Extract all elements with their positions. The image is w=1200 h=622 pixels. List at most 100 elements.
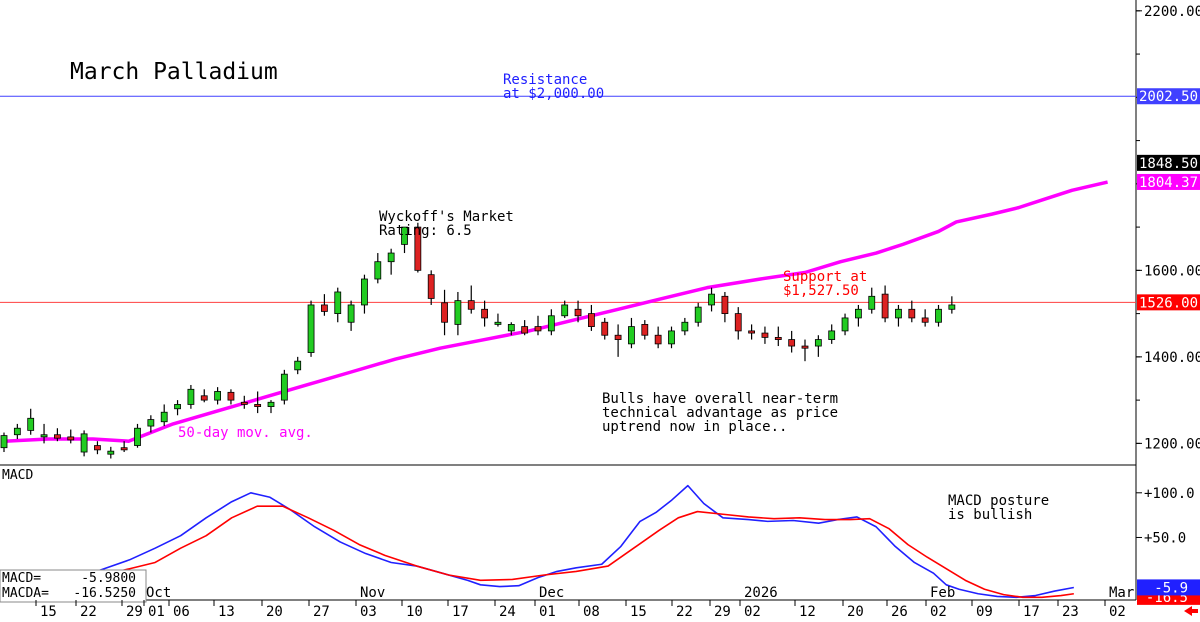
annotation-commentary: Bulls have overall near-term technical a… [602,391,838,435]
candle-body [147,419,155,427]
x-day-label: 01 [148,604,165,620]
candle [54,428,61,442]
annotation-rating-line-1: Wyckoff's Market [379,209,514,225]
macd-tick-label: +50.0 [1144,530,1186,546]
candle [200,389,208,403]
candle-body [561,304,569,317]
price-tick-label: 1600.00 [1144,263,1200,279]
macd-lines [1,484,1074,599]
x-month-label: Nov [360,585,385,601]
price-axis: 2200.00 1600.00 1400.00 1200.00 [1136,4,1200,452]
candle [801,339,809,362]
annotation-moving-average: 50-day mov. avg. [178,425,313,441]
candle [160,404,168,427]
macd-series-macda [1,505,1074,599]
x-day-label: 20 [266,604,283,620]
candle-body [748,330,755,334]
price-tag: 1848.50 [1137,154,1200,172]
x-day-label: 13 [218,604,235,620]
candle [841,313,849,336]
candle-body [441,302,448,323]
scroll-left-icon[interactable] [1184,606,1198,616]
macd-readout-label-2: MACDA= [2,586,49,601]
candle [721,291,729,323]
candle-body [895,308,902,319]
candle-body [494,321,502,325]
candle-body [454,300,462,325]
candle [40,423,48,444]
candle [280,369,288,405]
candle-body [174,404,181,410]
macd-axis: +100.0 +50.0 [1136,486,1195,546]
candle [387,248,395,275]
candle [561,300,569,318]
macd-readout-box [0,569,147,603]
candle-body [828,330,836,340]
candlesticks [0,222,956,459]
candle [214,387,222,405]
candle [307,300,315,357]
x-day-label: 17 [452,604,469,620]
candle [481,300,489,327]
candle [814,335,822,357]
x-day-label: 29 [714,604,731,620]
candle-body [841,317,849,332]
candle [588,304,595,331]
candle-body [708,293,715,306]
candle [521,320,529,336]
candle [654,326,662,349]
x-day-label: 06 [173,604,190,620]
candle-body [13,427,21,436]
candle [187,384,195,409]
macd-tick-label: +100.0 [1144,486,1195,502]
candle-body [654,334,662,345]
candle-body [94,445,101,451]
candle [614,324,622,357]
candle [507,322,515,336]
candle-body [387,252,395,263]
annotation-resistance-line-2: at $2,000.00 [503,86,604,102]
x-month-label: Dec [539,585,564,601]
x-day-label: 02 [744,604,761,620]
price-tag-box [1137,154,1200,171]
candle-body [588,313,595,327]
x-day-label: 17 [1023,604,1040,620]
candle-body [401,226,408,245]
candle [401,226,408,254]
x-day-label: 01 [539,604,556,620]
candle [868,287,876,314]
price-tag-box [1137,88,1200,105]
annotation-commentary-line-3: uptrend now in place.. [602,419,787,435]
candle-body [307,304,315,353]
x-day-label: 24 [499,604,516,620]
x-day-label: 12 [799,604,816,620]
macd-readout-value-1: -5.9800 [81,571,136,586]
x-day-label: 29 [126,604,143,620]
x-day-label: 10 [406,604,423,620]
x-axis: 15 22 29 01 06 13 20 27 03 10 17 24 01 08 15 22 29 02 12 20… [35,585,1134,620]
candle [908,300,916,323]
price-tag-label: 1804.37 [1139,175,1198,191]
candle [788,330,796,353]
candle-body [467,300,475,310]
annotation-macd: MACD posture is bullish [948,493,1049,523]
price-tick-label: 1200.00 [1144,436,1200,452]
candle-body [547,315,555,332]
x-month-label: Oct [146,585,171,601]
candle-body [574,308,582,317]
macd-readout: MACD= -5.9800 MACDA= -16.5250 [0,569,147,603]
candle-body [721,295,729,315]
candle [641,320,649,340]
chart-title: March Palladium [70,59,278,85]
ma-50-line [3,180,1108,443]
macd-series-macd [1,484,1074,599]
candle-body [855,308,862,319]
candle [227,389,235,405]
x-month-label: Mar [1109,585,1134,601]
candle [427,270,435,305]
candle [441,289,448,336]
candle [935,304,942,327]
candle [107,446,115,459]
candle-body [507,324,515,332]
price-tag-box [1137,173,1200,190]
